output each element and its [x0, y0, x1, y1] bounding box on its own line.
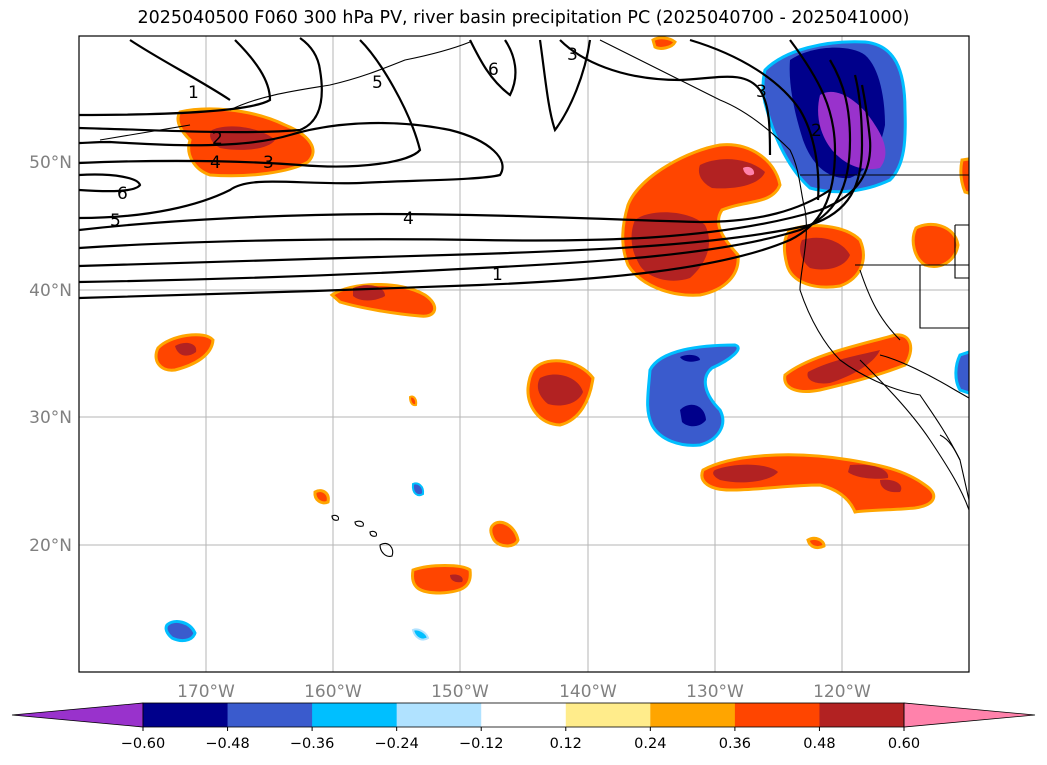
contour-label: 3 [756, 82, 767, 102]
contour-label: 2 [811, 121, 822, 141]
contour-label: 1 [492, 265, 503, 285]
contour-label: 3 [263, 153, 274, 173]
colorbar-extend-high [903, 702, 1036, 728]
colorbar-tick-label: −0.48 [205, 736, 249, 752]
lon-labels: 170°W 160°W 150°W 140°W 130°W 120°W [177, 682, 871, 702]
contour-label: 3 [567, 45, 578, 65]
lat-labels: 50°N 40°N 30°N 20°N [29, 153, 72, 556]
lat-label: 20°N [29, 536, 72, 556]
colorbar-ticks: −0.60 −0.48 −0.36 −0.24 −0.12 0.12 0.24 0.36 0.4… [121, 727, 920, 752]
colorbar-tick-label: 0.48 [803, 736, 835, 752]
colorbar-segment [396, 703, 482, 727]
map-frame [78, 35, 970, 673]
colorbar-tick-label: −0.24 [374, 736, 418, 752]
lon-label: 120°W [813, 682, 871, 702]
contour-label: 5 [110, 211, 121, 231]
lat-label: 30°N [29, 408, 72, 428]
contour-label: 4 [403, 209, 414, 229]
positive-precip-regions [154, 36, 969, 595]
colorbar-tick-label: −0.36 [290, 736, 334, 752]
colorbar-tick-label: 0.36 [719, 736, 751, 752]
map-title: 2025040500 F060 300 hPa PV, river basin … [137, 8, 910, 28]
lon-label: 150°W [431, 682, 489, 702]
contour-label: 2 [212, 129, 223, 149]
lat-label: 50°N [29, 153, 72, 173]
colorbar-tick-label: 0.60 [888, 736, 920, 752]
contour-label: 5 [372, 73, 383, 93]
colorbar-segment [565, 703, 651, 727]
colorbar-segment [650, 703, 736, 727]
lon-label: 160°W [304, 682, 362, 702]
colorbar [11, 702, 1036, 728]
colorbar-segment [227, 703, 313, 727]
colorbar-segment [734, 703, 820, 727]
contour-label: 4 [210, 153, 221, 173]
lat-label: 40°N [29, 281, 72, 301]
colorbar-tick-label: −0.60 [121, 736, 165, 752]
colorbar-segment [312, 703, 398, 727]
colorbar-extend-low [11, 702, 144, 728]
contour-label: 6 [488, 60, 499, 80]
colorbar-tick-label: 0.24 [634, 736, 666, 752]
lon-label: 170°W [177, 682, 235, 702]
lon-label: 130°W [686, 682, 744, 702]
negative-precip-regions [164, 40, 969, 643]
pv-contours [79, 37, 872, 300]
contour-label: 1 [188, 83, 199, 103]
contour-label: 6 [117, 184, 128, 204]
contour-labels: 1 2 3 4 5 6 4 1 5 6 3 3 2 [110, 45, 822, 285]
colorbar-tick-label: 0.12 [550, 736, 582, 752]
colorbar-segment [481, 703, 567, 727]
colorbar-outline [142, 702, 905, 728]
lon-label: 140°W [559, 682, 617, 702]
colorbar-tick-label: −0.12 [459, 736, 503, 752]
colorbar-segment [819, 703, 905, 727]
colorbar-segment [143, 703, 229, 727]
coastlines [99, 39, 969, 557]
